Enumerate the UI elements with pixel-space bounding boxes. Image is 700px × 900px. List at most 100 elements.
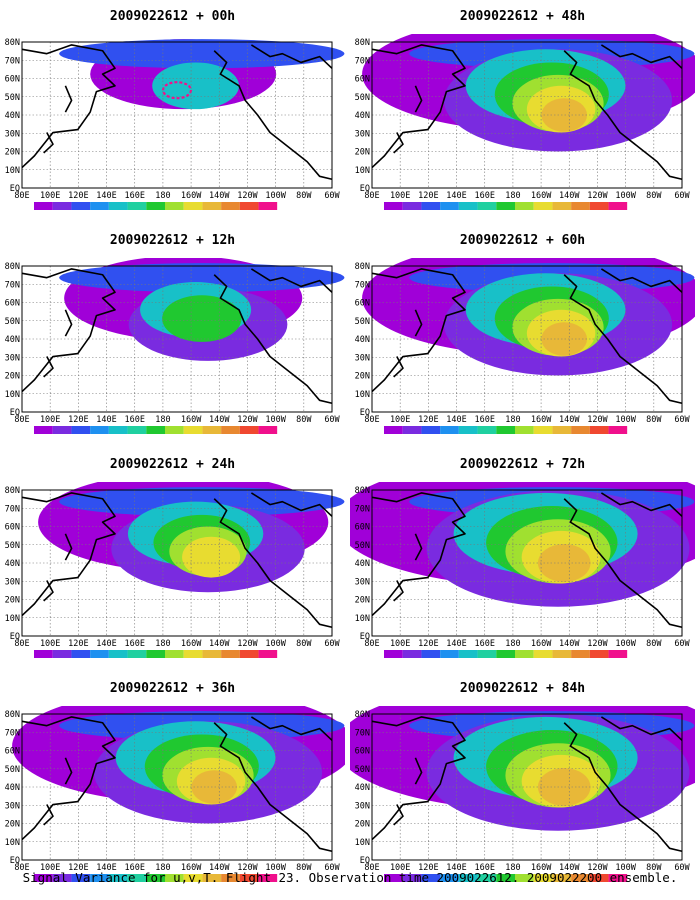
graticule xyxy=(22,714,332,860)
lon-label: 140E xyxy=(96,191,116,201)
colorbar-swatch xyxy=(146,202,165,210)
lat-label: 40N xyxy=(5,559,20,569)
lat-label: 60N xyxy=(355,299,370,309)
lon-label: 160E xyxy=(124,415,144,425)
lon-label: 80E xyxy=(14,639,29,649)
lat-label: 80N xyxy=(5,262,20,272)
colorbar-swatch xyxy=(90,202,109,210)
lon-label: 160E xyxy=(124,191,144,201)
colorbar-swatch xyxy=(239,874,259,882)
lat-label: 70N xyxy=(355,56,370,66)
colorbar-swatch xyxy=(202,874,222,882)
lat-label: 30N xyxy=(355,577,370,587)
lon-label: 180 xyxy=(505,639,520,649)
panel-title: 2009022612 + 72h xyxy=(459,457,586,472)
colorbar-swatch xyxy=(458,426,478,434)
colorbar-swatch xyxy=(458,202,478,210)
colorbar-swatch xyxy=(496,650,515,658)
lon-label: 140E xyxy=(446,191,466,201)
graticule xyxy=(372,490,682,636)
lon-label: 140E xyxy=(446,863,466,873)
lat-label: 70N xyxy=(5,56,20,66)
colorbar: 1.82.23.145.16.37.591114212940 xyxy=(34,426,296,434)
lat-label: 20N xyxy=(5,820,20,830)
lon-label: 120E xyxy=(68,191,88,201)
colorbar-swatch xyxy=(608,650,628,658)
lon-label: 120W xyxy=(587,415,608,425)
colorbar-swatch xyxy=(440,874,459,882)
colorbar-swatch xyxy=(165,202,184,210)
colorbar-swatch xyxy=(496,874,515,882)
contour-level-10 xyxy=(541,98,588,132)
lat-label: 50N xyxy=(355,93,370,103)
lat-label: 80N xyxy=(355,262,370,272)
lon-label: 100W xyxy=(615,639,636,649)
colorbar-swatch xyxy=(71,874,91,882)
lon-label: 120E xyxy=(418,415,438,425)
colorbar-swatch xyxy=(34,650,53,658)
lon-label: 140E xyxy=(446,639,466,649)
lon-label: 60W xyxy=(324,863,340,873)
lat-label: EQ xyxy=(10,856,20,866)
colorbar-swatch xyxy=(34,426,53,434)
colorbar: 1.82.23.145.16.37.591114212940 xyxy=(34,202,296,210)
lon-label: 180 xyxy=(505,863,520,873)
lon-label: 60W xyxy=(324,191,340,201)
colorbar-swatch xyxy=(277,650,296,658)
colorbar-swatch xyxy=(477,426,497,434)
lon-label: 120E xyxy=(68,639,88,649)
colorbar-swatch xyxy=(627,650,646,658)
lon-label: 140W xyxy=(559,191,580,201)
colorbar-swatch xyxy=(258,202,278,210)
forecast-panel: 2009022612 + 84h 80N 70N 60N 50N 40N 30N 20N 10N… xyxy=(350,672,695,884)
colorbar-swatch xyxy=(202,650,222,658)
lat-label: 80N xyxy=(355,710,370,720)
colorbar-swatch xyxy=(440,202,459,210)
lat-label: 10N xyxy=(355,838,370,848)
colorbar-swatch xyxy=(127,874,147,882)
colorbar-swatch xyxy=(477,650,497,658)
lon-label: 160E xyxy=(124,639,144,649)
lon-label: 100W xyxy=(615,191,636,201)
colorbar-swatch xyxy=(202,202,222,210)
forecast-panel: 2009022612 + 12h 80N 70N 60N 50N 40N 30N 20N 10N… xyxy=(0,224,345,436)
colorbar-swatch xyxy=(127,426,147,434)
colorbar-swatch xyxy=(515,202,534,210)
lat-label: 60N xyxy=(5,747,20,757)
lat-label: 60N xyxy=(355,75,370,85)
lon-label: 100E xyxy=(40,863,60,873)
colorbar-swatch xyxy=(71,426,91,434)
lon-label: 180 xyxy=(155,191,170,201)
colorbar-swatch xyxy=(221,426,240,434)
colorbar-swatch xyxy=(402,874,422,882)
lat-label: 10N xyxy=(355,614,370,624)
colorbar-swatch xyxy=(440,426,459,434)
lon-label: 160E xyxy=(124,863,144,873)
lon-label: 80W xyxy=(646,415,662,425)
lon-label: 100E xyxy=(390,415,410,425)
lat-label: 40N xyxy=(355,335,370,345)
lon-label: 80E xyxy=(364,415,379,425)
colorbar-swatch xyxy=(239,650,259,658)
colorbar-swatch xyxy=(90,426,109,434)
lon-label: 60W xyxy=(674,639,690,649)
colorbar-swatch xyxy=(402,202,422,210)
lat-label: EQ xyxy=(10,632,20,642)
lat-label: 10N xyxy=(5,614,20,624)
coastline xyxy=(371,268,683,405)
lon-label: 160W xyxy=(181,191,202,201)
lon-label: 120E xyxy=(418,863,438,873)
colorbar-swatch xyxy=(533,874,553,882)
lon-label: 60W xyxy=(674,863,690,873)
lat-label: 30N xyxy=(355,353,370,363)
graticule xyxy=(22,42,332,188)
colorbar-swatch xyxy=(477,202,497,210)
contour-level-7 xyxy=(162,295,242,342)
lon-label: 180 xyxy=(505,415,520,425)
colorbar-swatch xyxy=(52,874,72,882)
lat-label: 10N xyxy=(355,166,370,176)
lon-label: 120W xyxy=(237,863,258,873)
coastline xyxy=(371,492,683,629)
lat-label: 80N xyxy=(5,710,20,720)
